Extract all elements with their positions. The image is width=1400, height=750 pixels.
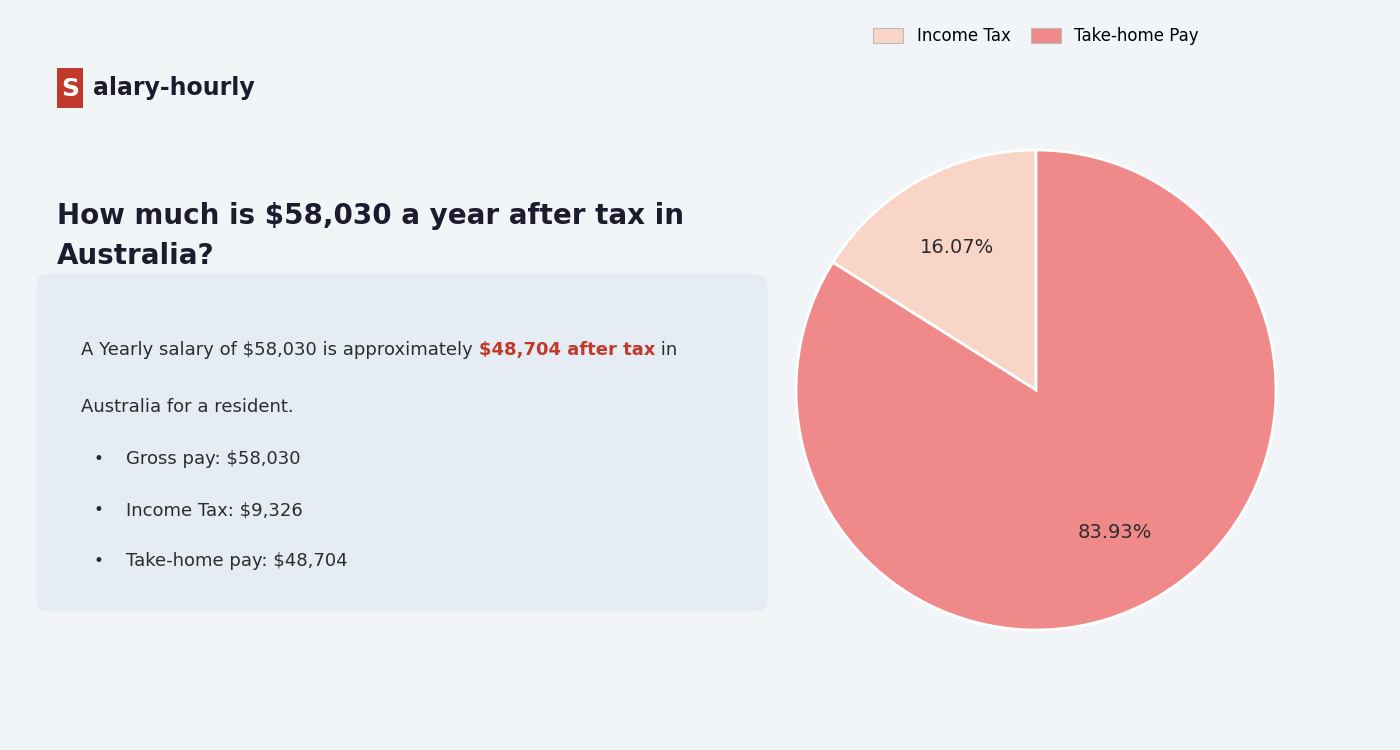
Text: alary-hourly: alary-hourly — [92, 76, 255, 101]
Text: S: S — [62, 76, 78, 101]
FancyBboxPatch shape — [36, 274, 767, 611]
Text: 16.07%: 16.07% — [920, 238, 994, 256]
Text: •: • — [94, 552, 104, 570]
Text: Gross pay: $58,030: Gross pay: $58,030 — [126, 450, 301, 468]
Text: $48,704 after tax: $48,704 after tax — [479, 341, 655, 359]
Text: Income Tax: $9,326: Income Tax: $9,326 — [126, 501, 302, 519]
Text: A Yearly salary of $58,030 is approximately: A Yearly salary of $58,030 is approximat… — [81, 341, 479, 359]
Text: How much is $58,030 a year after tax in
Australia?: How much is $58,030 a year after tax in … — [57, 202, 683, 269]
Text: •: • — [94, 450, 104, 468]
Wedge shape — [833, 150, 1036, 390]
Text: •: • — [94, 501, 104, 519]
Text: Australia for a resident.: Australia for a resident. — [81, 398, 294, 416]
Legend: Income Tax, Take-home Pay: Income Tax, Take-home Pay — [867, 20, 1205, 52]
Wedge shape — [797, 150, 1275, 630]
Text: in: in — [655, 341, 678, 359]
FancyBboxPatch shape — [57, 68, 83, 108]
Text: Take-home pay: $48,704: Take-home pay: $48,704 — [126, 552, 347, 570]
Text: 83.93%: 83.93% — [1078, 524, 1152, 542]
